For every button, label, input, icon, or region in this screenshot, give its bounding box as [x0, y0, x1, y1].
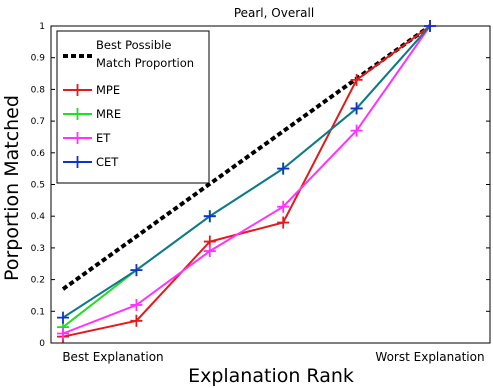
x-tick-label-worst: Worst Explanation — [375, 350, 484, 364]
series-line — [62, 25, 431, 338]
y-tick-label: 0.3 — [31, 244, 45, 254]
data-point-marker — [277, 200, 290, 213]
y-axis-ticks: 0 0.1 0.2 0.3 0.4 0.5 0.6 0.7 0.8 0.9 1 — [31, 22, 490, 349]
data-point-marker — [277, 162, 290, 175]
data-point-marker — [350, 124, 363, 137]
y-tick-label: 0.6 — [31, 149, 46, 159]
data-point-marker — [57, 327, 69, 340]
legend-label: CET — [96, 155, 119, 169]
legend-marker — [71, 132, 84, 144]
data-point-marker — [277, 216, 290, 229]
series-layer — [57, 20, 436, 343]
y-tick-label: 0.2 — [31, 276, 45, 286]
y-tick-label: 0.7 — [31, 117, 45, 127]
data-point-marker — [130, 264, 143, 277]
legend-marker — [71, 156, 84, 168]
legend-box — [56, 30, 210, 184]
data-point-marker — [203, 245, 216, 258]
series-cet — [57, 20, 436, 324]
y-tick-label: 1 — [39, 22, 45, 32]
data-point-marker — [130, 298, 143, 311]
y-tick-label: 0.5 — [31, 181, 45, 191]
chart-title: Pearl, Overall — [234, 6, 314, 20]
legend-label: ET — [96, 131, 111, 145]
data-point-marker — [57, 311, 69, 324]
data-point-marker — [350, 102, 363, 115]
x-axis-title: Explanation Rank — [188, 365, 354, 387]
legend-marker — [71, 108, 84, 120]
legend-label: MRE — [96, 107, 121, 121]
legend-marker — [71, 84, 84, 96]
y-tick-label: 0.1 — [31, 307, 45, 317]
data-point-marker — [424, 20, 436, 32]
data-point-marker — [130, 314, 143, 327]
y-tick-label: 0.9 — [31, 54, 46, 64]
series-line — [62, 25, 431, 335]
y-tick-label: 0.8 — [31, 85, 46, 95]
series-line — [62, 25, 431, 319]
legend-label-best-possible: Match Proportion — [96, 56, 194, 70]
x-tick-label-best: Best Explanation — [62, 350, 163, 364]
y-axis-title: Porportion Matched — [1, 95, 23, 281]
legend-label-best-possible: Best Possible — [96, 38, 171, 52]
data-point-marker — [203, 210, 216, 223]
data-point-marker — [350, 73, 363, 86]
legend: Best Possible Match Proportion MPE MRE ET CET — [56, 30, 210, 184]
y-tick-label: 0 — [39, 339, 45, 349]
legend-label: MPE — [96, 83, 120, 97]
y-tick-label: 0.4 — [31, 212, 46, 222]
